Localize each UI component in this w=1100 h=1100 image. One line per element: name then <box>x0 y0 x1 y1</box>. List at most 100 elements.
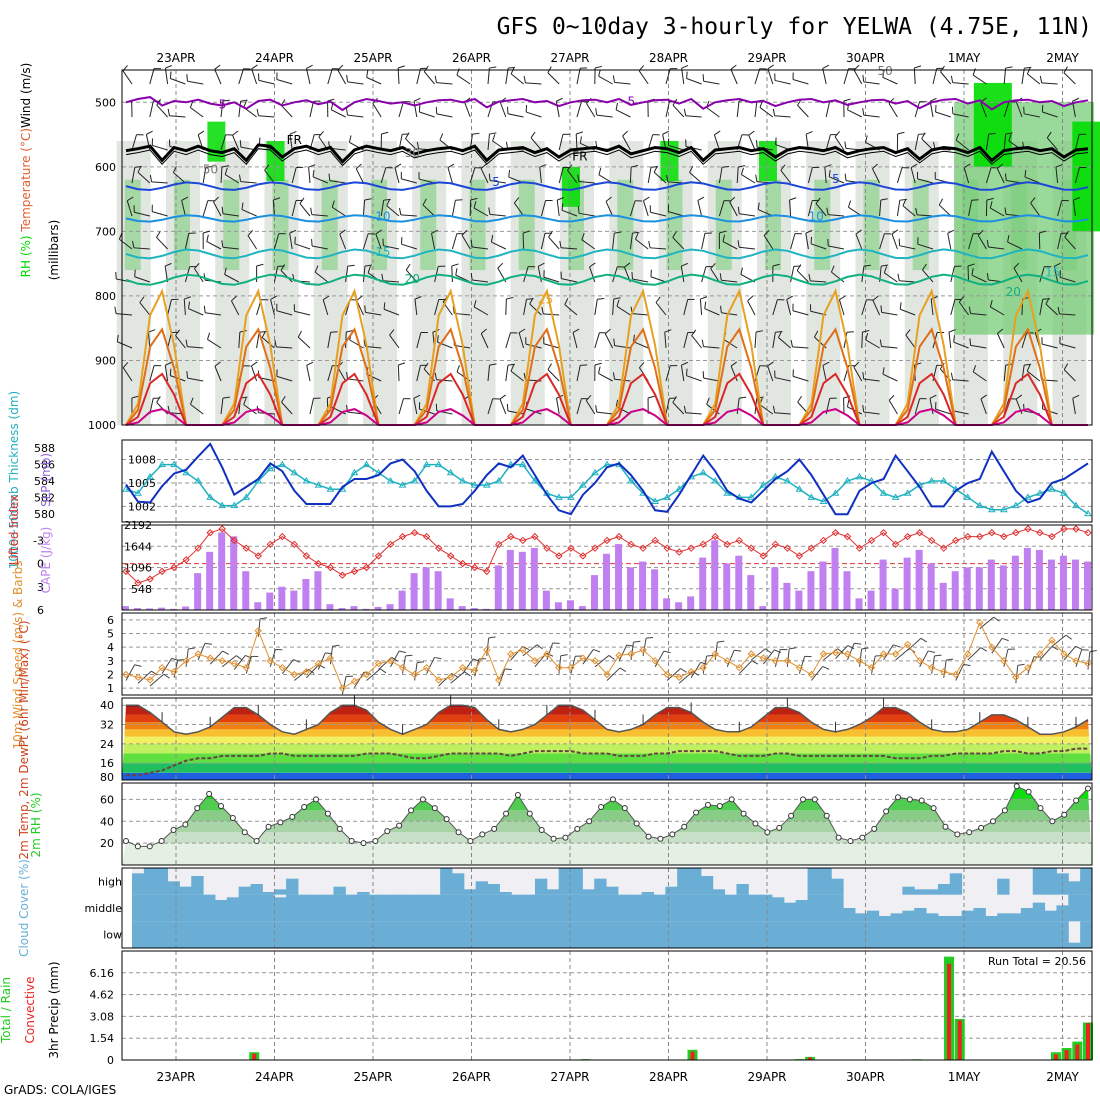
wind-barb-feather <box>814 330 819 338</box>
wind10-marker <box>555 663 563 672</box>
wind10-barb-feather <box>822 665 830 670</box>
wind-barb <box>665 101 670 118</box>
axis-label-part: Cloud Cover (%) <box>17 859 31 957</box>
cloud-cell <box>523 894 536 922</box>
wind-barb <box>526 408 542 415</box>
lifted-index-marker <box>326 563 335 572</box>
wind-barb <box>207 338 222 349</box>
wind-barb <box>635 238 649 250</box>
rh-marker <box>491 825 498 832</box>
wind-barb <box>327 365 333 382</box>
wind-barb <box>480 168 489 184</box>
wind-barb-feather <box>167 405 170 413</box>
wind-barb <box>672 402 685 415</box>
lifted-index-marker <box>555 552 563 560</box>
y-tick-label: 2 <box>107 669 114 682</box>
wind-barb <box>575 133 578 151</box>
thickness-marker <box>158 460 166 468</box>
wind-barb <box>1026 370 1041 382</box>
y-tick-label: -3 <box>33 534 44 547</box>
rh-marker <box>455 829 462 836</box>
wind-barb <box>578 212 595 217</box>
wind-barb <box>884 272 898 283</box>
wind-barb <box>596 411 613 415</box>
wind-barb-feather <box>413 97 421 102</box>
wind10-marker <box>639 646 647 654</box>
wind-barb-feather <box>1008 134 1012 142</box>
contour-label: 15 <box>1045 266 1060 280</box>
y-tick-label: 4.62 <box>90 989 115 1002</box>
lifted-index-marker <box>567 544 575 552</box>
panel-frame <box>121 69 1093 426</box>
wind-barb <box>276 79 293 85</box>
wind-barb-feather <box>844 141 847 149</box>
cloud-cell <box>760 894 773 922</box>
wind-barb-feather <box>447 163 455 169</box>
contour-10 <box>125 214 1089 223</box>
wind10-barb <box>498 668 506 687</box>
wind-barb-feather <box>882 70 885 78</box>
precip-convective-bar <box>947 963 952 1060</box>
wind-barb <box>796 270 809 283</box>
lifted-index-marker <box>855 544 864 552</box>
wind10-barb-feather <box>163 673 170 679</box>
wind-barb-feather <box>672 231 677 238</box>
wind-barb <box>650 211 667 217</box>
rh-marker <box>609 796 616 803</box>
wind-barb <box>980 398 987 415</box>
cloud-cell <box>155 868 169 895</box>
cloud-cell <box>392 894 406 922</box>
wind-barb <box>270 299 275 316</box>
wind-barb-feather <box>772 405 776 413</box>
wind-barb <box>576 101 582 118</box>
wind-barb <box>213 201 222 217</box>
wind-barb <box>896 167 903 184</box>
wind-barb-feather <box>853 361 860 368</box>
contour-label: 5 <box>492 175 500 189</box>
cape-bar <box>518 551 526 610</box>
wind-barb <box>322 299 329 316</box>
y-tick-label: 1008 <box>128 454 156 467</box>
rh-color-band <box>122 821 1092 833</box>
wind-barb-feather <box>256 263 264 267</box>
wind-barb <box>739 246 756 250</box>
wind-barb-feather <box>274 339 277 347</box>
cape-bar <box>843 571 851 610</box>
thickness-marker <box>663 493 672 500</box>
wind-barb-feather <box>826 207 829 215</box>
wind10-barb-feather <box>734 649 742 652</box>
wind-barb <box>190 403 204 415</box>
rh-marker <box>894 794 901 801</box>
wind-barb <box>564 304 578 316</box>
rh-marker <box>574 825 581 832</box>
wind-barb <box>940 71 952 85</box>
cape-bar <box>915 549 923 610</box>
cloud-cell <box>333 894 346 922</box>
rh-marker <box>289 813 296 820</box>
precip-convective-bar <box>1053 1054 1058 1060</box>
thickness-marker <box>699 468 708 476</box>
wind-barb <box>730 366 738 382</box>
wind-barb-feather <box>328 173 331 181</box>
wind10-barb <box>378 657 393 670</box>
credit-label: GrADS: COLA/IGES <box>4 1083 116 1097</box>
rh-marker <box>740 810 747 817</box>
wind-barb <box>683 299 689 316</box>
wind-barb <box>825 101 831 118</box>
wind10-barb <box>221 655 237 668</box>
wind-barb-feather <box>472 132 480 135</box>
wind-barb <box>952 82 969 85</box>
wind-barb <box>605 201 614 217</box>
wind10-barb-feather <box>134 664 142 667</box>
wind10-barb <box>209 650 223 665</box>
cloud-cell <box>1009 921 1022 948</box>
cape-bar <box>747 575 755 610</box>
wind-barb-feather <box>598 366 601 374</box>
lifted-index-marker <box>915 529 924 537</box>
wind10-barb <box>570 656 576 674</box>
rh-marker <box>752 820 759 827</box>
wind-barb <box>149 68 155 85</box>
rh-marker <box>1085 785 1091 792</box>
